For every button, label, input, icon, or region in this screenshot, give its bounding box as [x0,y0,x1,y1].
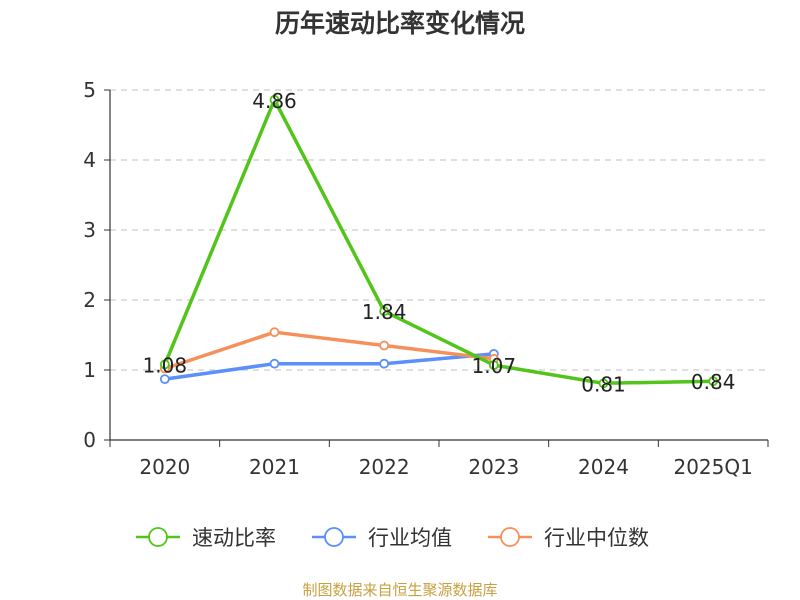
source-note: 制图数据来自恒生聚源数据库 [302,581,497,599]
legend-label: 行业中位数 [544,526,649,550]
legend-item: 速动比率 [136,526,276,550]
y-tick-label: 1 [83,358,96,382]
legend-marker [148,527,168,547]
x-tick-label: 2024 [578,455,629,479]
series-line-1 [164,352,494,381]
series [159,94,719,389]
data-point [269,358,280,369]
legend: 速动比率 行业均值 行业中位数 [136,526,649,550]
x-tick-label: 2023 [468,455,519,479]
data-label: 0.84 [691,370,736,394]
y-tick-label: 0 [83,428,96,452]
data-label: 4.86 [252,89,297,113]
legend-item: 行业中位数 [488,526,649,550]
data-point [598,378,609,389]
series-line-2 [164,330,495,371]
data-point [379,340,390,351]
data-point [159,374,170,385]
chart-title: 历年速动比率变化情况 [275,9,525,38]
x-tick-label: 2022 [359,455,410,479]
data-label: 1.07 [472,354,517,378]
data-point [269,94,280,105]
legend-item: 行业均值 [312,526,452,550]
data-point [379,306,390,317]
y-tick-label: 4 [83,148,96,172]
data-point [708,376,719,387]
axes: 0 1 2 3 4 5 2020 2021 2022 2023 2024 2025Q1 [83,78,769,479]
legend-label: 行业均值 [368,526,452,550]
data-labels: 1.08 4.86 1.84 1.07 0.81 0.84 [143,89,736,396]
x-tick-label: 2025Q1 [673,455,752,479]
legend-marker [324,527,344,547]
data-point [379,358,390,369]
data-label: 1.08 [143,353,188,377]
grid [110,89,768,371]
x-tick-label: 2021 [249,455,300,479]
data-point [269,327,280,338]
series-line-0 [163,98,714,386]
y-tick-label: 3 [83,218,96,242]
y-tick-label: 5 [83,78,96,102]
legend-marker [500,527,520,547]
x-tick-label: 2020 [139,455,190,479]
data-label: 0.81 [581,372,626,396]
data-label: 1.84 [362,300,407,324]
y-tick-label: 2 [83,288,96,312]
data-point [159,359,170,370]
legend-label: 速动比率 [192,526,276,550]
data-point [488,360,499,371]
